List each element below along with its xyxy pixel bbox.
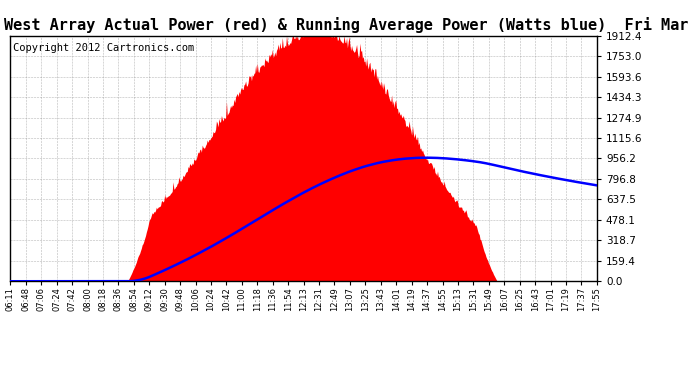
Text: Copyright 2012 Cartronics.com: Copyright 2012 Cartronics.com [13,43,195,53]
Text: West Array Actual Power (red) & Running Average Power (Watts blue)  Fri Mar 9 17: West Array Actual Power (red) & Running … [4,17,690,33]
